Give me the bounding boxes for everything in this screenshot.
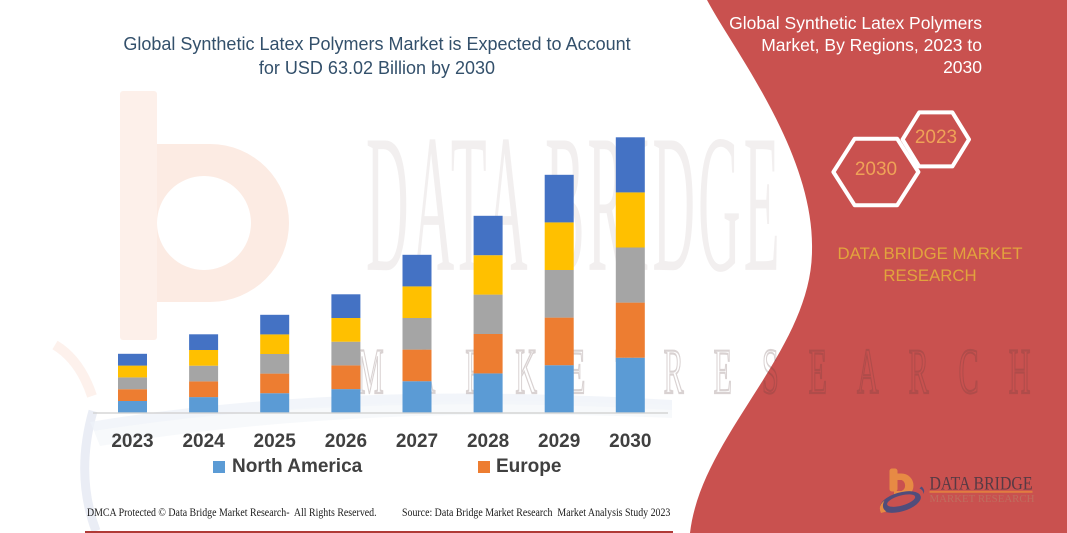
svg-text:2030: 2030: [855, 159, 897, 180]
svg-text:2023: 2023: [915, 127, 957, 148]
svg-text:MARKET RESEARCH: MARKET RESEARCH: [930, 494, 1035, 505]
svg-text:DATA BRIDGE: DATA BRIDGE: [930, 474, 1033, 495]
